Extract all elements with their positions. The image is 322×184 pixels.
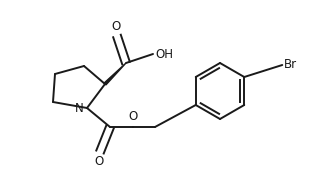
Text: OH: OH [155, 47, 173, 61]
Text: O: O [94, 155, 104, 168]
Text: N: N [75, 102, 84, 116]
Text: Br: Br [284, 59, 298, 72]
Polygon shape [104, 63, 126, 85]
Text: O: O [128, 110, 137, 123]
Text: O: O [111, 20, 121, 33]
